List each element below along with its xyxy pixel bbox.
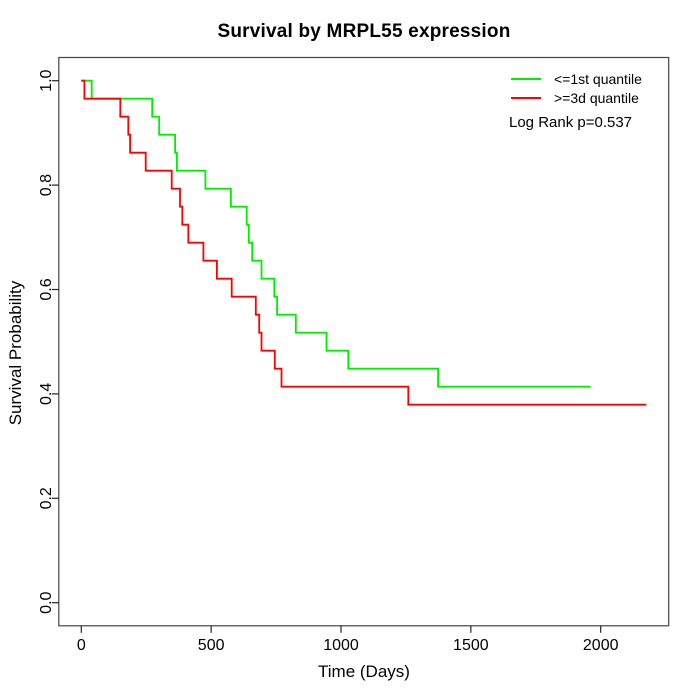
x-tick-label: 1000 (323, 637, 359, 654)
plot-box (58, 56, 670, 627)
x-tick-label: 0 (77, 637, 86, 654)
x-tick-label: 500 (198, 637, 225, 654)
y-tick-label: 0.0 (38, 591, 55, 613)
y-tick-label: 0.4 (38, 383, 55, 405)
y-tick-label: 0.2 (38, 487, 55, 509)
x-tick-label: 2000 (583, 637, 619, 654)
y-tick-label: 0.6 (38, 278, 55, 300)
km-curve-green (81, 79, 591, 388)
y-tick-label: 1.0 (38, 69, 55, 91)
x-tick-label: 1500 (453, 637, 489, 654)
x-axis-label: Time (Days) (318, 662, 410, 681)
y-axis-label: Survival Probability (6, 280, 25, 426)
km-curve-red (81, 79, 647, 406)
y-tick-label: 0.8 (38, 174, 55, 196)
plot-title: Survival by MRPL55 expression (217, 21, 511, 42)
